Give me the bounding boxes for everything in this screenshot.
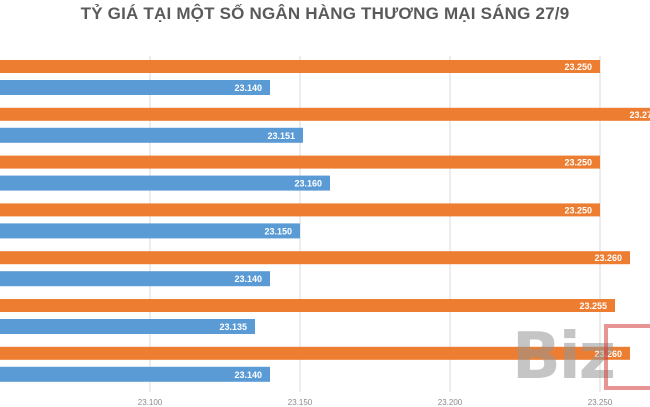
sell-bar: [0, 346, 630, 360]
buy-data-label: 23.150: [264, 226, 292, 236]
sell-data-label: 23.260: [594, 253, 622, 263]
sell-bar: [0, 299, 615, 312]
x-tick-label: 23.250: [588, 398, 613, 407]
buy-data-label: 23.135: [219, 322, 247, 332]
buy-bar: [0, 366, 270, 382]
sell-data-label: 23.255: [579, 301, 607, 311]
buy-data-label: 23.140: [234, 274, 262, 284]
sell-data-label: 23.27: [629, 110, 650, 120]
sell-data-label: 23.250: [564, 158, 592, 168]
sell-data-label: 23.250: [564, 62, 592, 72]
watermark-frame: [604, 324, 650, 390]
watermark-logo: Biz: [512, 318, 650, 396]
sell-bar: [0, 60, 600, 73]
buy-data-label: 23.140: [234, 83, 262, 93]
buy-data-label: 23.140: [234, 370, 262, 380]
sell-bar: [0, 107, 650, 121]
x-tick-label: 23.100: [138, 398, 163, 407]
buy-bar: [0, 223, 300, 239]
sell-bar: [0, 203, 600, 217]
buy-data-label: 23.151: [267, 131, 295, 141]
sell-bar: [0, 155, 600, 169]
buy-bar: [0, 80, 270, 95]
buy-bar: [0, 319, 255, 334]
buy-bar: [0, 127, 303, 143]
x-tick-label: 23.200: [438, 398, 463, 407]
sell-bar: [0, 251, 630, 265]
sell-data-label: 23.260: [594, 349, 622, 359]
watermark-text: Biz: [512, 320, 616, 394]
x-tick-label: 23.150: [288, 398, 313, 407]
buy-bar: [0, 175, 330, 191]
sell-data-label: 23.250: [564, 205, 592, 215]
buy-bar: [0, 271, 270, 287]
buy-data-label: 23.160: [294, 179, 322, 189]
chart-title: TỶ GIÁ TẠI MỘT SỐ NGÂN HÀNG THƯƠNG MẠI S…: [80, 4, 570, 23]
